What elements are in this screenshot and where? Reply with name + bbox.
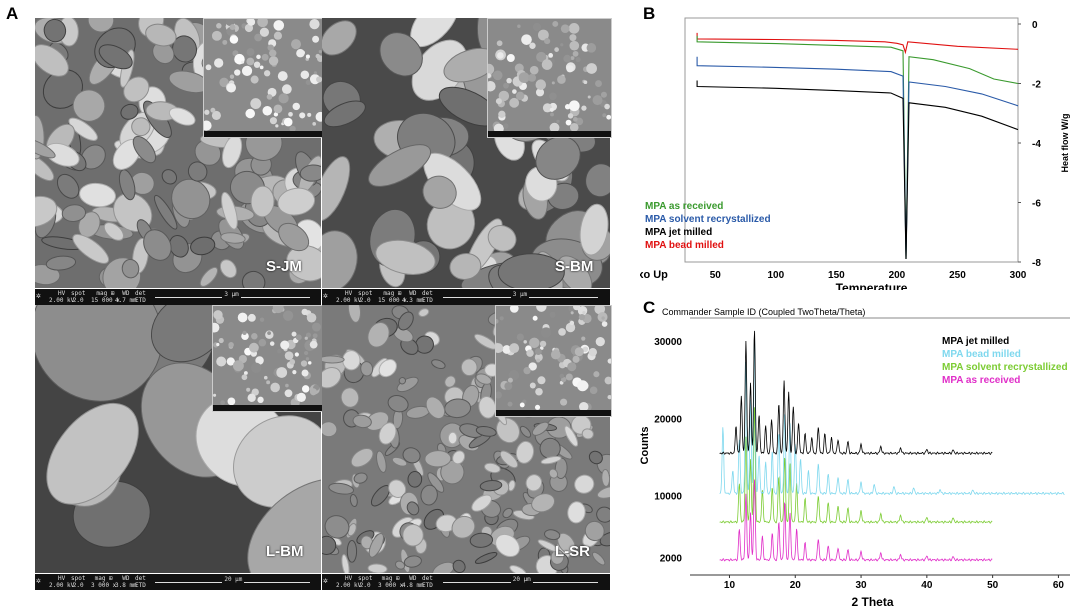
dsc-series-line-0 (696, 32, 1019, 55)
dsc-series-line-2 (696, 56, 1019, 260)
xrd-y-tick-label: 2000 (660, 554, 683, 565)
sem-info-bar: ✲ HV 2.00 kV spot 2.0 mag ⊞ 3 000 x WD 4.8 mm det… (322, 574, 610, 590)
fei-logo-icon: ✲ (36, 576, 41, 585)
xrd-x-tick-label: 40 (921, 580, 933, 591)
sem-info-spot: spot 2.0 (71, 290, 86, 304)
sem-info-bar: ✲ HV 2.00 kV spot 2.0 mag ⊞ 15 000 x WD 4.7 mm de… (35, 289, 321, 305)
xrd-x-axis-label: 2 Theta (851, 595, 893, 609)
dsc-exo-up-label: Exo Up (640, 269, 668, 281)
sem-info-det: det ETD (135, 290, 146, 304)
dsc-legend-entry: MPA as received (645, 201, 723, 212)
sem-inset (212, 305, 323, 412)
dsc-y-tick-label: -8 (1032, 258, 1041, 269)
dsc-legend-entry: MPA bead milled (645, 240, 724, 251)
sem-inset (487, 18, 612, 138)
dsc-x-tick-label: 100 (767, 270, 784, 281)
sem-label: S-JM (266, 258, 302, 275)
sem-label: L-BM (266, 543, 304, 560)
dsc-y-tick-label: -6 (1032, 199, 1041, 210)
xrd-legend-entry: MPA as received (942, 375, 1020, 386)
dsc-series-line-1 (696, 35, 1019, 260)
xrd-y-tick-label: 30000 (654, 337, 682, 348)
sem-info-spot: spot 2.0 (71, 575, 86, 589)
dsc-x-tick-label: 300 (1010, 270, 1027, 281)
scale-bar-label: 20 µm (222, 576, 245, 583)
xrd-x-tick-label: 50 (987, 580, 999, 591)
xrd-x-tick-label: 10 (724, 580, 736, 591)
dsc-x-tick-label: 250 (949, 270, 966, 281)
sem-info-bar: ✲ HV 2.00 kV spot 2.0 mag ⊞ 3 000 x WD 3.8 mm det… (35, 574, 321, 590)
dsc-legend-entry: MPA jet milled (645, 227, 712, 238)
scale-bar-label: 20 µm (510, 576, 533, 583)
panel-label-b: B (643, 4, 656, 23)
sem-info-wd: WD 4.8 mm (402, 575, 424, 589)
dsc-chart: 50 100 150 200 250 300 0 -2 -4 -6 -8 Temperature Hea… (640, 17, 1070, 290)
xrd-y-tick-label: 20000 (654, 414, 682, 425)
dsc-y-axis-label: Heat flow W/g (1060, 114, 1070, 173)
xrd-legend-entry: MPA bead milled (942, 349, 1021, 360)
panel-label-c: C (643, 298, 656, 317)
xrd-chart: Commander Sample ID (Coupled TwoTheta/Th… (640, 307, 1070, 609)
sem-info-wd: WD 3.8 mm (115, 575, 137, 589)
sem-info-hv: HV 2.00 kV (336, 575, 362, 589)
xrd-y-tick-label: 10000 (654, 492, 682, 503)
dsc-y-tick-label: 0 (1032, 20, 1038, 31)
sem-info-mag: mag ⊞ 15 000 x (378, 290, 407, 304)
fei-logo-icon: ✲ (36, 291, 41, 300)
sem-info-bar: ✲ HV 2.00 kV spot 2.0 mag ⊞ 15 000 x WD 4.3 mm de… (322, 289, 610, 305)
scale-bar-label: 3 µm (222, 291, 241, 298)
sem-info-mag: mag ⊞ 15 000 x (91, 290, 120, 304)
scale-bar-label: 3 µm (510, 291, 530, 298)
xrd-x-tick-label: 20 (790, 580, 802, 591)
sem-label: L-SR (555, 543, 590, 560)
fei-logo-icon: ✲ (323, 576, 328, 585)
xrd-legend-entry: MPA jet milled (942, 336, 1009, 347)
sem-info-mag: mag ⊞ 3 000 x (91, 575, 117, 589)
dsc-series-line-3 (696, 80, 1019, 260)
sem-info-mag: mag ⊞ 3 000 x (378, 575, 404, 589)
sem-info-spot: spot 2.0 (358, 290, 373, 304)
sem-info-spot: spot 2.0 (358, 575, 373, 589)
xrd-legend-entry: MPA solvent recrystallized (942, 362, 1068, 373)
dsc-x-tick-label: 50 (710, 270, 722, 281)
sem-info-det: det ETD (422, 575, 433, 589)
xrd-series-line-3 (719, 479, 993, 562)
sem-info-wd: WD 4.3 mm (402, 290, 424, 304)
sem-label: S-BM (555, 258, 594, 275)
dsc-plot-frame (684, 17, 1019, 263)
sem-info-wd: WD 4.7 mm (115, 290, 137, 304)
panel-label-a: A (6, 4, 19, 23)
sem-info-det: det ETD (135, 575, 146, 589)
dsc-y-tick-label: -2 (1032, 80, 1041, 91)
sem-info-hv: HV 2.00 kV (49, 575, 75, 589)
sem-info-hv: HV 2.00 kV (49, 290, 75, 304)
xrd-x-tick-label: 60 (1053, 580, 1065, 591)
dsc-x-tick-label: 200 (889, 270, 906, 281)
xrd-x-tick-label: 30 (855, 580, 867, 591)
sem-inset (495, 305, 612, 417)
xrd-series-line-1 (719, 336, 1065, 496)
fei-logo-icon: ✲ (323, 291, 328, 300)
sem-info-hv: HV 2.00 kV (336, 290, 362, 304)
dsc-legend-entry: MPA solvent recrystallized (645, 214, 771, 225)
sem-inset (203, 18, 323, 138)
xrd-y-axis-label: Counts (640, 427, 651, 465)
xrd-title: Commander Sample ID (Coupled TwoTheta/Th… (662, 307, 865, 317)
sem-info-det: det ETD (422, 290, 433, 304)
xrd-series-line-2 (719, 407, 993, 524)
dsc-y-tick-label: -4 (1032, 139, 1041, 150)
xrd-series-line-0 (719, 330, 993, 455)
dsc-x-axis-label: Temperature (836, 281, 908, 290)
dsc-x-tick-label: 150 (828, 270, 845, 281)
